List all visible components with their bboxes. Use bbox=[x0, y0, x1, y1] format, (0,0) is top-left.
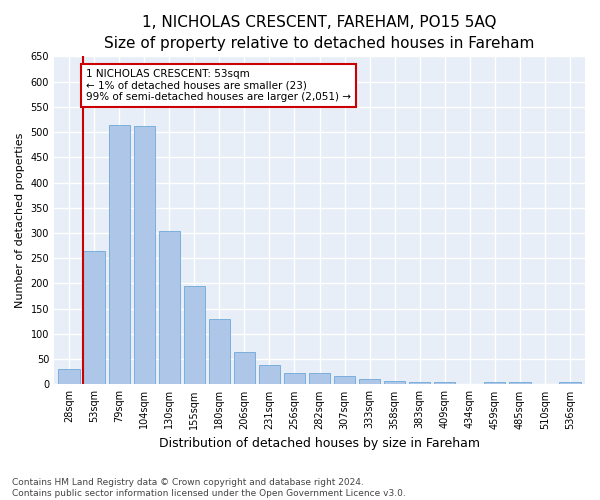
Bar bbox=[109, 126, 130, 384]
Bar bbox=[434, 382, 455, 384]
Bar bbox=[83, 250, 105, 384]
Bar bbox=[259, 365, 280, 384]
X-axis label: Distribution of detached houses by size in Fareham: Distribution of detached houses by size … bbox=[159, 437, 480, 450]
Bar bbox=[58, 369, 80, 384]
Bar bbox=[234, 352, 255, 384]
Bar bbox=[384, 381, 406, 384]
Bar bbox=[309, 374, 330, 384]
Bar bbox=[184, 286, 205, 384]
Bar bbox=[484, 382, 505, 384]
Bar bbox=[359, 380, 380, 384]
Bar bbox=[509, 382, 530, 384]
Bar bbox=[284, 373, 305, 384]
Bar bbox=[409, 382, 430, 384]
Text: Contains HM Land Registry data © Crown copyright and database right 2024.
Contai: Contains HM Land Registry data © Crown c… bbox=[12, 478, 406, 498]
Bar bbox=[559, 382, 581, 384]
Bar bbox=[209, 319, 230, 384]
Text: 1 NICHOLAS CRESCENT: 53sqm
← 1% of detached houses are smaller (23)
99% of semi-: 1 NICHOLAS CRESCENT: 53sqm ← 1% of detac… bbox=[86, 69, 351, 102]
Title: 1, NICHOLAS CRESCENT, FAREHAM, PO15 5AQ
Size of property relative to detached ho: 1, NICHOLAS CRESCENT, FAREHAM, PO15 5AQ … bbox=[104, 15, 535, 51]
Y-axis label: Number of detached properties: Number of detached properties bbox=[15, 132, 25, 308]
Bar bbox=[158, 232, 180, 384]
Bar bbox=[334, 376, 355, 384]
Bar bbox=[134, 126, 155, 384]
